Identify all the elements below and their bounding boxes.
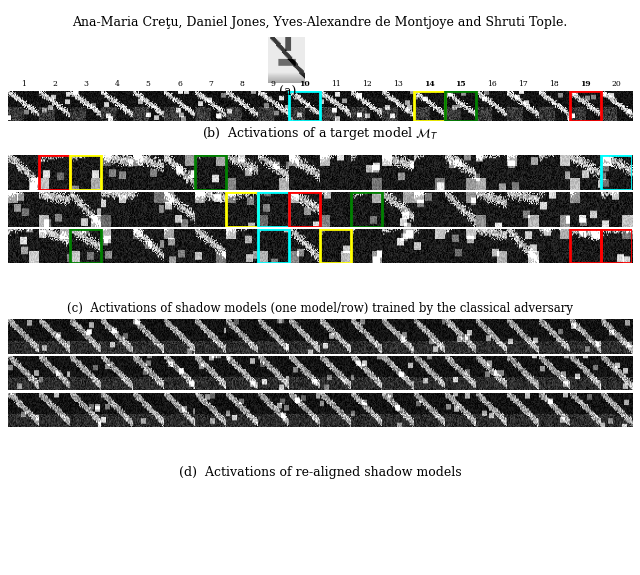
Text: 15: 15 — [455, 80, 466, 88]
Text: 17: 17 — [518, 80, 528, 88]
Text: (a): (a) — [279, 86, 297, 99]
Text: 18: 18 — [549, 80, 559, 88]
Bar — [227, 192, 257, 227]
Bar — [601, 155, 632, 190]
Text: 1: 1 — [21, 80, 26, 88]
Bar — [257, 229, 289, 263]
Bar — [320, 229, 351, 263]
Bar — [195, 155, 227, 190]
Bar — [70, 229, 101, 263]
Text: (d)  Activations of re-aligned shadow models: (d) Activations of re-aligned shadow mod… — [179, 466, 461, 480]
Text: 20: 20 — [612, 80, 621, 88]
Text: 7: 7 — [208, 80, 213, 88]
Bar — [570, 91, 601, 121]
Text: 12: 12 — [362, 80, 372, 88]
Bar — [70, 155, 101, 190]
Bar — [39, 155, 70, 190]
Text: Ana-Maria Creţu, Daniel Jones, Yves-Alexandre de Montjoye and Shruti Tople.: Ana-Maria Creţu, Daniel Jones, Yves-Alex… — [72, 16, 568, 29]
Text: 3: 3 — [83, 80, 88, 88]
Text: 11: 11 — [331, 80, 340, 88]
Bar — [289, 91, 320, 121]
Bar — [351, 192, 383, 227]
Text: 14: 14 — [424, 80, 435, 88]
Text: (b)  Activations of a target model $\mathcal{M}_T$: (b) Activations of a target model $\math… — [202, 125, 438, 143]
Text: 8: 8 — [239, 80, 244, 88]
Text: 16: 16 — [487, 80, 497, 88]
Text: 19: 19 — [580, 80, 591, 88]
Text: 10: 10 — [299, 80, 310, 88]
Bar — [257, 192, 289, 227]
Text: 9: 9 — [271, 80, 276, 88]
Text: 6: 6 — [177, 80, 182, 88]
Text: 2: 2 — [52, 80, 57, 88]
Bar — [289, 192, 320, 227]
Text: 13: 13 — [393, 80, 403, 88]
Bar — [570, 229, 601, 263]
Bar — [601, 229, 632, 263]
Bar — [445, 91, 476, 121]
Text: 4: 4 — [115, 80, 120, 88]
Text: (c)  Activations of shadow models (one model/row) trained by the classical adver: (c) Activations of shadow models (one mo… — [67, 302, 573, 316]
Text: 5: 5 — [146, 80, 150, 88]
Bar — [413, 91, 445, 121]
